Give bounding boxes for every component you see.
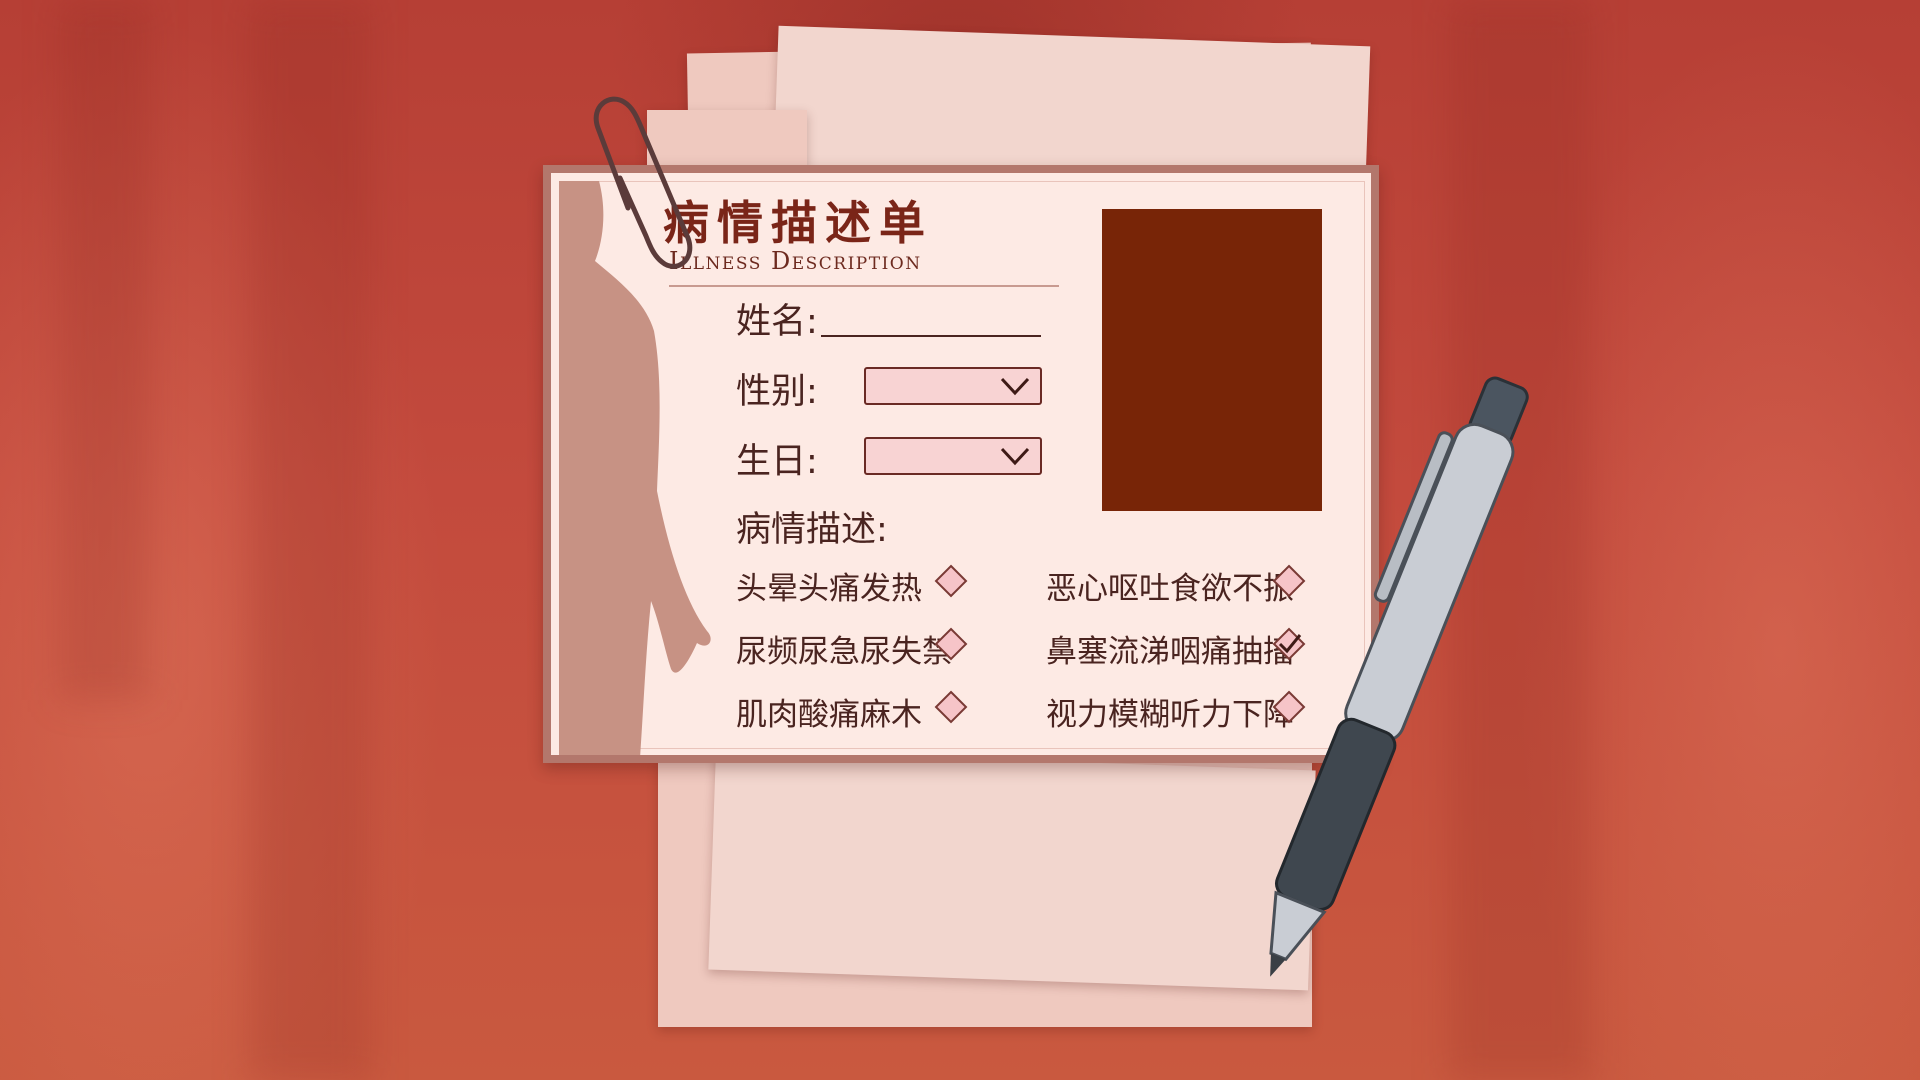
- chevron-down-icon: [1000, 377, 1030, 396]
- symptom-label: 头晕头痛发热: [736, 571, 922, 607]
- paper-sheet: [708, 749, 1316, 991]
- chevron-down-icon: [1000, 447, 1030, 466]
- diamond-checkbox-icon[interactable]: [933, 689, 969, 725]
- symptom-label: 尿频尿急尿失禁: [736, 634, 953, 670]
- form-title-en: Illness Description: [669, 247, 922, 275]
- background-streak: [60, 0, 150, 700]
- name-label: 姓名:: [736, 302, 818, 342]
- diamond-checkbox-icon[interactable]: [1271, 689, 1307, 725]
- paper-sheet: [773, 25, 1371, 187]
- birthday-label: 生日:: [736, 442, 818, 482]
- background-streak: [250, 0, 370, 1080]
- diamond-checkbox-icon[interactable]: [933, 626, 969, 662]
- description-label: 病情描述:: [736, 510, 888, 550]
- symptom-label: 视力模糊听力下降: [1046, 697, 1294, 733]
- photo-placeholder: [1102, 209, 1322, 511]
- pen-icon: [1269, 376, 1529, 977]
- diamond-checkbox-checked-icon[interactable]: [1271, 626, 1307, 662]
- diamond-checkbox-icon[interactable]: [1271, 563, 1307, 599]
- paperclip-icon: [593, 96, 693, 269]
- title-underline: [669, 285, 1059, 287]
- diamond-checkbox-icon[interactable]: [933, 563, 969, 599]
- body-silhouette: [559, 181, 711, 755]
- gender-label: 性别:: [736, 372, 818, 412]
- birthday-select[interactable]: [864, 437, 1042, 475]
- name-input[interactable]: [821, 335, 1041, 337]
- gender-select[interactable]: [864, 367, 1042, 405]
- symptom-label: 鼻塞流涕咽痛抽搐: [1046, 634, 1294, 670]
- form-title-cn: 病情描述单: [663, 196, 933, 250]
- symptom-label: 恶心呕吐食欲不振: [1046, 571, 1294, 607]
- symptom-label: 肌肉酸痛麻木: [736, 697, 922, 733]
